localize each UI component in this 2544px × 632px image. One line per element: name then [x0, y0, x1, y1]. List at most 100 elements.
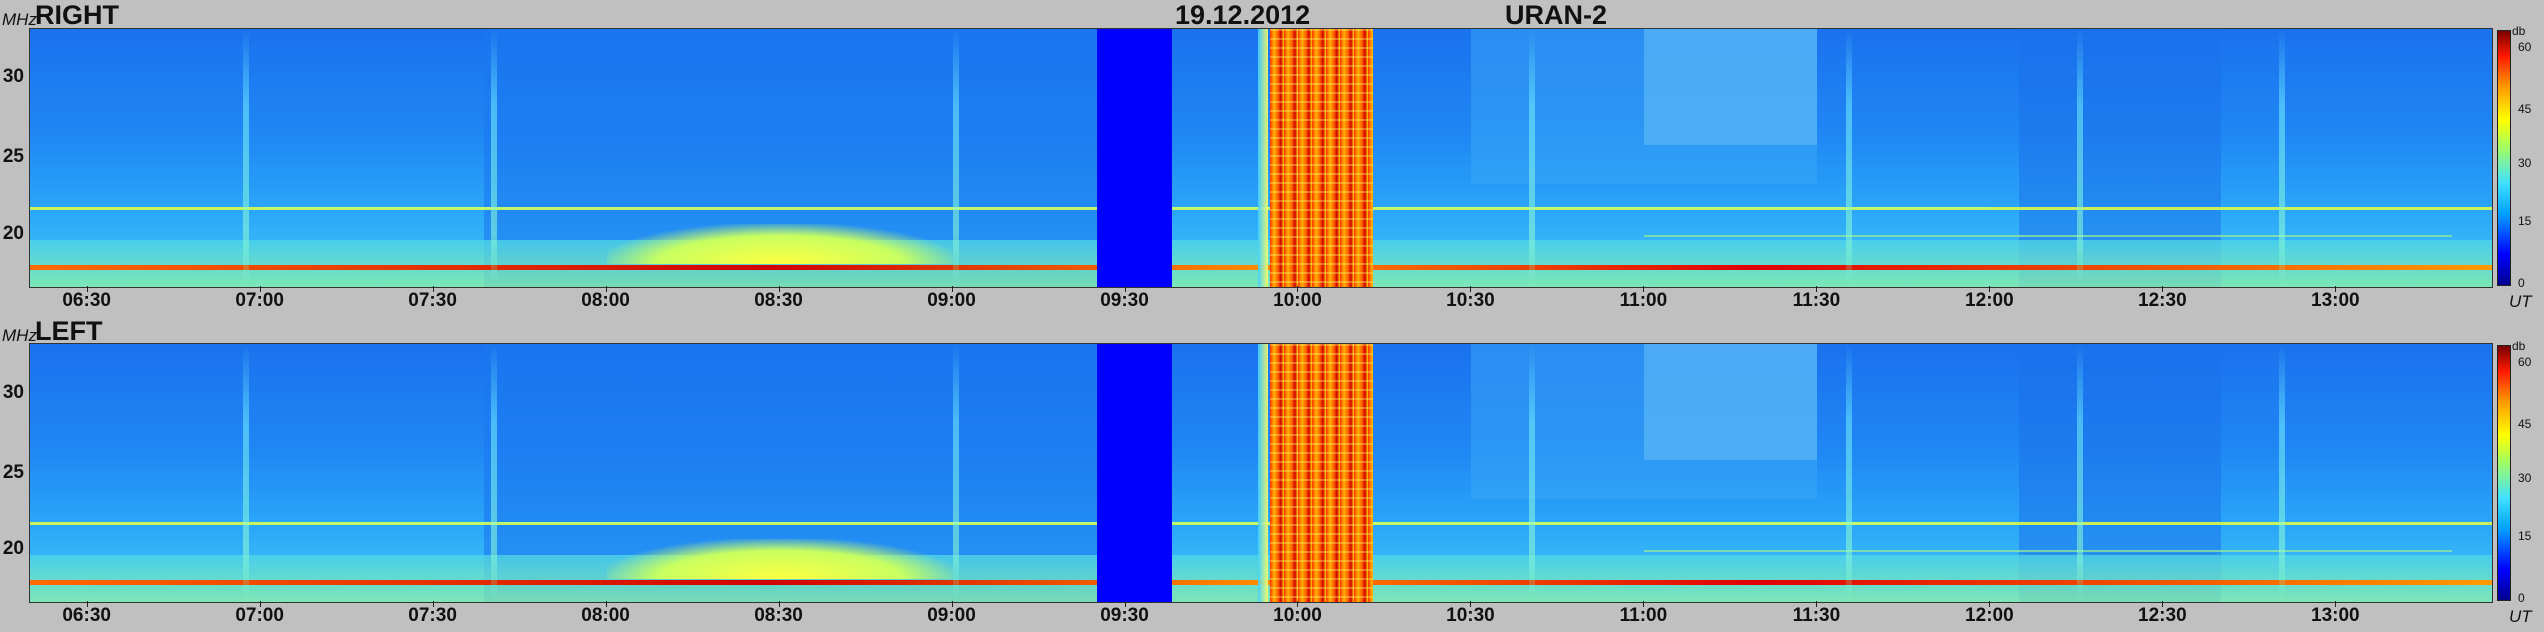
- colorbar-unit-left: db: [2512, 339, 2526, 353]
- x-tick-label: 13:00: [2311, 290, 2360, 311]
- x-tick-label: 09:00: [927, 290, 976, 311]
- interference-burst: [1269, 344, 1374, 602]
- x-tick-mark: [605, 601, 607, 607]
- bg-block: [1644, 344, 1818, 461]
- cb-tick-45-right: 45: [2518, 102, 2532, 116]
- colorbar-unit-right: db: [2512, 24, 2526, 38]
- colorbar-left: [2497, 345, 2511, 601]
- x-tick-mark: [1989, 601, 1991, 607]
- x-tick-label: 06:30: [62, 605, 111, 626]
- x-tick-label: 11:30: [1792, 605, 1841, 626]
- cb-tick-60-right: 60: [2518, 40, 2532, 54]
- burst-streak: [243, 29, 250, 287]
- burst-streak: [2278, 344, 2285, 602]
- time-unit-left: UT: [2509, 607, 2532, 626]
- burst-streak: [1846, 344, 1853, 602]
- x-tick-label: 12:30: [2138, 290, 2187, 311]
- x-tick-mark: [1816, 601, 1818, 607]
- x-tick-label: 12:00: [1965, 605, 2014, 626]
- x-tick-mark: [2162, 286, 2164, 292]
- x-tick-mark: [1470, 286, 1472, 292]
- x-tick-label: 08:00: [581, 290, 630, 311]
- bg-block: [1644, 29, 1818, 146]
- x-tick-label: 07:30: [408, 290, 457, 311]
- spectrogram-left: [29, 343, 2493, 603]
- burst-streak: [1529, 344, 1536, 602]
- cb-tick-45-left: 45: [2518, 417, 2532, 431]
- interference-edge: [1257, 344, 1268, 602]
- x-tick-mark: [951, 601, 953, 607]
- x-tick-label: 12:30: [2138, 605, 2187, 626]
- x-tick-label: 08:00: [581, 605, 630, 626]
- data-gap: [1096, 344, 1172, 602]
- burst-streak: [952, 29, 959, 287]
- x-tick-mark: [432, 286, 434, 292]
- y-tick-25-left: 25: [2, 462, 24, 483]
- y-tick-30-right: 30: [2, 66, 24, 87]
- x-tick-label: 10:30: [1446, 605, 1495, 626]
- colorbar-right: [2497, 30, 2511, 286]
- burst-streak: [2278, 29, 2285, 287]
- x-tick-mark: [1470, 601, 1472, 607]
- interference-burst: [1269, 29, 1374, 287]
- x-tick-mark: [2162, 601, 2164, 607]
- cb-tick-15-left: 15: [2518, 529, 2532, 543]
- x-tick-label: 13:00: [2311, 605, 2360, 626]
- x-tick-mark: [1124, 601, 1126, 607]
- y-tick-30-left: 30: [2, 382, 24, 403]
- x-tick-label: 10:00: [1273, 290, 1322, 311]
- spectrogram-right: [29, 28, 2493, 288]
- cb-tick-0-right: 0: [2518, 276, 2525, 290]
- panel-label-left: LEFT: [35, 316, 103, 346]
- hump: [606, 224, 953, 264]
- x-tick-mark: [1643, 601, 1645, 607]
- x-tick-mark: [432, 601, 434, 607]
- freq-unit-left: MHz: [2, 326, 37, 345]
- burst-streak: [1529, 29, 1536, 287]
- burst-streak: [491, 344, 498, 602]
- x-tick-mark: [2335, 286, 2337, 292]
- x-tick-mark: [1816, 286, 1818, 292]
- x-tick-label: 09:30: [1100, 290, 1149, 311]
- burst-streak: [491, 29, 498, 287]
- interference-stripes: [1269, 344, 1374, 602]
- freq-unit-right: MHz: [2, 10, 37, 29]
- x-tick-mark: [951, 286, 953, 292]
- cb-tick-30-right: 30: [2518, 156, 2532, 170]
- burst-streak: [1846, 29, 1853, 287]
- burst-streak: [952, 344, 959, 602]
- burst-streak: [2076, 344, 2083, 602]
- line-19.5mhz: [1644, 235, 2452, 238]
- x-tick-mark: [778, 286, 780, 292]
- y-tick-20-right: 20: [2, 223, 24, 244]
- x-tick-mark: [259, 601, 261, 607]
- x-tick-mark: [1124, 286, 1126, 292]
- time-unit-right: UT: [2509, 292, 2532, 311]
- x-tick-label: 08:30: [754, 290, 803, 311]
- instrument-name: URAN-2: [1505, 0, 1608, 30]
- x-tick-mark: [259, 286, 261, 292]
- x-tick-mark: [1297, 601, 1299, 607]
- x-tick-mark: [86, 601, 88, 607]
- x-tick-label: 11:00: [1619, 290, 1668, 311]
- x-tick-mark: [1989, 286, 1991, 292]
- x-tick-label: 06:30: [62, 290, 111, 311]
- x-tick-mark: [1297, 286, 1299, 292]
- data-gap: [1096, 29, 1172, 287]
- cb-tick-0-left: 0: [2518, 591, 2525, 605]
- interference-edge: [1257, 29, 1268, 287]
- hump: [606, 539, 953, 579]
- x-tick-label: 09:30: [1100, 605, 1149, 626]
- burst-streak: [243, 344, 250, 602]
- chart-date: 19.12.2012: [1175, 0, 1311, 30]
- y-tick-25-right: 25: [2, 146, 24, 167]
- x-tick-label: 11:30: [1792, 290, 1841, 311]
- cb-tick-15-right: 15: [2518, 214, 2532, 228]
- x-tick-label: 11:00: [1619, 605, 1668, 626]
- panel-label-right: RIGHT: [35, 0, 119, 30]
- burst-streak: [2076, 29, 2083, 287]
- x-tick-mark: [86, 286, 88, 292]
- x-tick-mark: [1643, 286, 1645, 292]
- line-19.5mhz: [1644, 550, 2452, 553]
- x-tick-mark: [2335, 601, 2337, 607]
